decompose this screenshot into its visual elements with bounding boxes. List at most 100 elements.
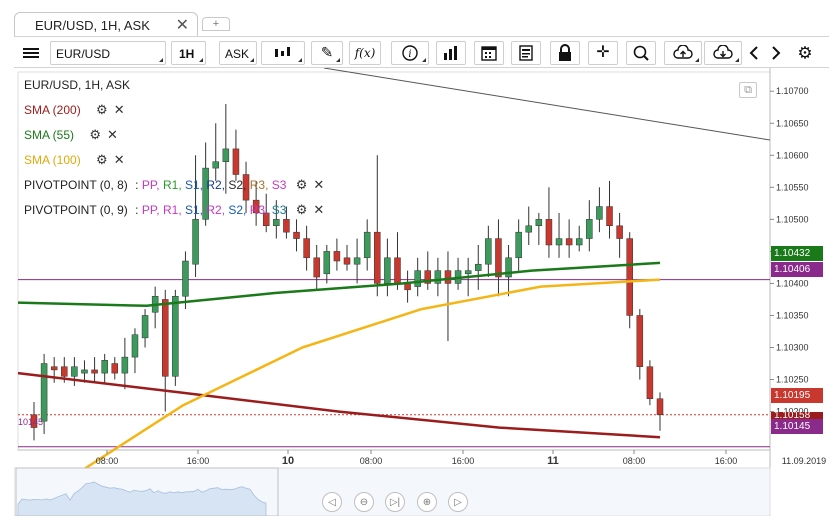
x-tick-label: 11.09.2019 [782,456,826,466]
jump-latest-button[interactable]: ▷| [385,492,405,512]
candle-body [273,219,280,227]
chart-tab[interactable]: EUR/USD, 1H, ASK ✕ [14,12,198,36]
draw-tool-select[interactable]: ✎ [311,41,343,65]
settings-button[interactable]: ⚙ [794,41,816,65]
menu-icon[interactable] [18,41,44,65]
gear-icon[interactable]: ⚙ [295,177,308,192]
candle-body [565,238,573,246]
candle-body [131,334,139,358]
candle-body [303,238,310,259]
crosshair-icon: ✛ [596,44,610,61]
y-tick-label: 1.10550 [776,182,809,192]
close-icon[interactable]: ✕ [113,102,125,117]
function-icon: f(x) [354,46,376,60]
legend-title: EUR/USD, 1H, ASK [24,78,131,92]
x-tick-label: 16:00 [187,456,210,466]
candle-body [363,231,371,259]
candle-body [475,263,482,271]
x-tick-label: 08:00 [96,456,119,466]
tab-bar: EUR/USD, 1H, ASK ✕ + [0,0,829,36]
popout-icon[interactable]: ⧉ [739,82,757,98]
pencil-icon: ✎ [320,44,334,62]
sma55-line [17,261,661,308]
legend-sma100-label: SMA (100) [24,153,81,167]
pivot-part: R1, [162,178,185,192]
candle-body [212,161,219,169]
nav-back-button[interactable]: ◁ [322,492,342,512]
report-icon [519,45,533,61]
instrument-value: EUR/USD [56,47,111,61]
zoom-in-button[interactable]: ⊕ [417,492,437,512]
candle-body [192,219,199,265]
candle-body [353,257,361,265]
chart-type-select[interactable] [261,41,305,65]
candle-body [101,360,108,374]
indicator-button[interactable]: f(x) [349,41,381,65]
crosshair-button[interactable]: ✛ [588,41,618,65]
pivot-part: S2, [228,178,250,192]
candle-body [333,251,341,262]
navigator-window [15,467,279,516]
close-icon[interactable]: ✕ [313,177,325,192]
pivot-part: S1, [185,203,207,217]
candle-body [162,299,169,377]
volume-button[interactable] [436,41,466,65]
candle-body [50,366,58,371]
candle-body [343,257,351,265]
calendar-icon [481,46,497,61]
pivot-part: S1, [185,178,207,192]
lock-button[interactable] [550,41,580,65]
side-value: ASK [225,47,250,61]
y-tick-label: 1.10700 [776,86,809,96]
close-icon[interactable]: ✕ [313,202,325,217]
candle-body [575,238,583,246]
nav-forward-button[interactable]: ▷ [448,492,468,512]
sma200-line [17,371,661,439]
period-select[interactable]: 1H [171,41,206,65]
lock-icon [559,44,571,61]
cloud-download-select[interactable] [704,41,742,65]
gear-icon[interactable]: ⚙ [96,102,108,117]
candle-body [414,270,421,287]
info-select[interactable]: i [391,41,429,65]
close-icon[interactable]: ✕ [107,127,118,142]
tab-title: EUR/USD, 1H, ASK [35,18,150,33]
candle-body [485,238,492,265]
candle-body [464,270,472,275]
gear-icon[interactable]: ⚙ [295,202,308,217]
price-chart[interactable]: 1.10700 1.10650 1.10600 1.10550 1.10500 1.104… [14,68,829,516]
zoom-out-button[interactable]: ⊖ [354,492,374,512]
y-tick-label: 1.10200 [776,407,809,417]
instrument-select[interactable]: EUR/USD [50,41,166,65]
x-tick-label: 08:00 [360,456,383,466]
candle-body [172,295,179,377]
scroll-left-button[interactable] [744,41,764,65]
report-button[interactable] [511,41,541,65]
chart-area[interactable]: 1.10700 1.10650 1.10600 1.10550 1.10500 1.104… [14,68,829,516]
candle-body [293,231,300,239]
volume-bars-icon [444,46,457,60]
candle-body [646,366,654,399]
cloud-upload-icon [673,45,693,59]
gear-icon[interactable]: ⚙ [89,127,102,142]
y-tick-label: 1.10500 [776,214,809,224]
candle-body [202,167,209,220]
close-icon[interactable]: ✕ [113,152,125,167]
candle-body [515,231,522,259]
new-tab-button[interactable]: + [202,17,230,31]
candle-body [535,219,543,227]
pivot-part: R1, [162,203,185,217]
legend-pivot2-label: PIVOTPOINT (0, 9) [24,203,128,217]
scroll-right-button[interactable] [766,41,786,65]
cloud-upload-select[interactable] [664,41,702,65]
calendar-button[interactable] [474,41,504,65]
legend-pivot-1: PIVOTPOINT (0, 8) : PP, R1, S1, R2, S2, … [24,177,325,192]
close-icon[interactable]: ✕ [175,17,189,34]
pivot-part: PP, [141,203,163,217]
cloud-download-icon [713,45,733,59]
zoom-button[interactable] [626,41,656,65]
side-select[interactable]: ASK [219,41,257,65]
gear-icon[interactable]: ⚙ [96,152,108,167]
candle-body [232,148,240,175]
chevron-down-icon [250,58,254,62]
